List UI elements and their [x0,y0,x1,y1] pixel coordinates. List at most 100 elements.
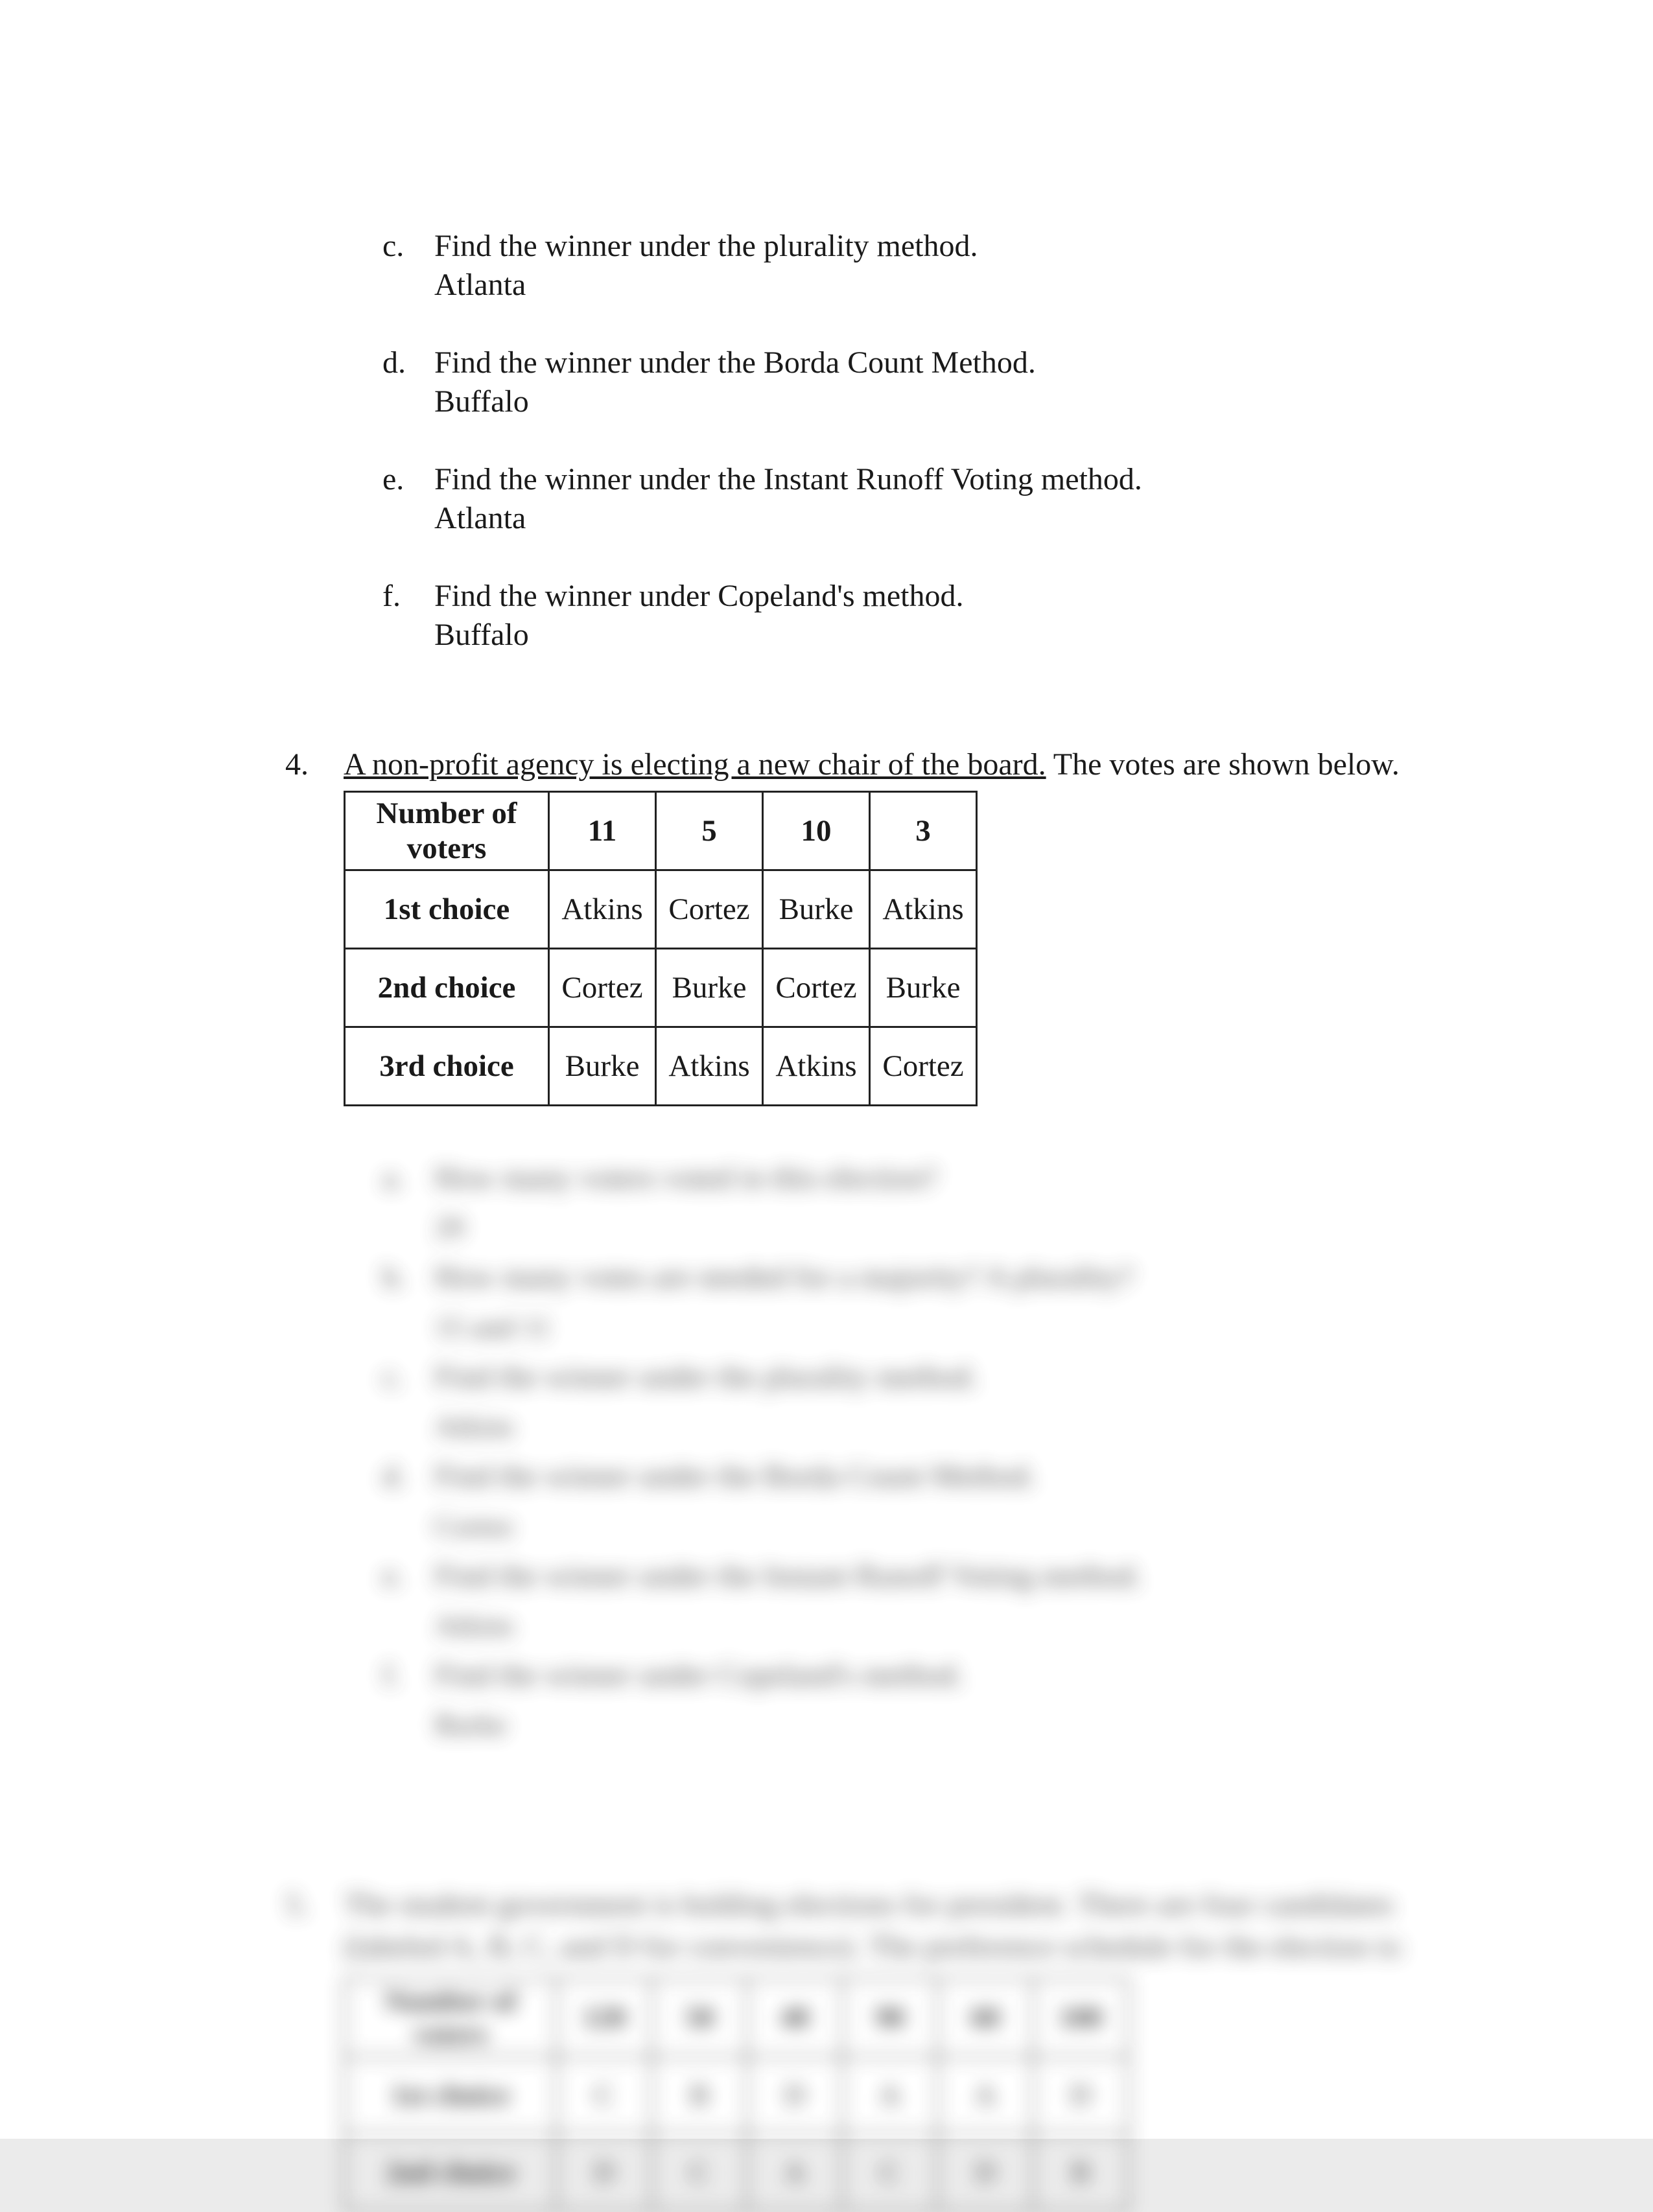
q4-a-answer: 29 [0,1210,1653,1244]
table-cell: D [938,2134,1033,2211]
table-row: 2nd choice D C A C D B [345,2134,1129,2211]
row-label-2nd: 2nd choice [345,949,549,1027]
table-cell: C [652,2134,747,2211]
q4-c-prompt: Find the winner under the plurality meth… [434,1360,978,1394]
q4-prompt-underlined: A non-profit agency is electing a new ch… [344,747,1046,782]
table-cell: Cortez [656,870,763,949]
q3-item-f: f. Find the winner under Copeland's meth… [0,577,1653,655]
table-cell: D [747,2056,843,2134]
q3-f-prompt: Find the winner under Copeland's method. [434,579,964,613]
q5-row2-label: 2nd choice [345,2134,557,2211]
q4-f-answer: Burke [0,1707,1653,1741]
q5-line2: (labeled A, B, C, and D for convenience)… [0,1926,1653,1968]
list-marker: f. [382,1655,401,1695]
q5-header-label: Number of voters [345,1978,557,2056]
q4-blurred-subquestions: a. How many voters voted in this electio… [0,1158,1653,2212]
q5-h3: 40 [747,1978,843,2056]
q3-item-d: d. Find the winner under the Borda Count… [0,343,1653,421]
table-row: Number of voters 120 50 40 90 60 100 [345,1978,1129,2056]
q5-line1: 5. The student government is holding ele… [0,1884,1653,1926]
list-marker: a. [382,1158,404,1198]
table-cell: Burke [656,949,763,1027]
q4-item-e: e. Find the winner under the Instant Run… [0,1556,1653,1596]
q5-number: 5. [285,1884,309,1926]
q4-e-prompt: Find the winner under the Instant Runoff… [434,1559,1142,1593]
table-cell: C [843,2134,938,2211]
q4-sublist: a. How many voters voted in this electio… [0,1158,1653,1741]
table-cell: Atkins [870,870,977,949]
table-cell: Cortez [549,949,656,1027]
table-cell: C [557,2056,652,2134]
table-header-col1: 11 [549,792,656,870]
list-marker: c. [382,1357,404,1397]
table-cell: D [1033,2056,1129,2134]
table-cell: A [843,2056,938,2134]
q3-sublist: c. Find the winner under the plurality m… [0,227,1653,655]
q4-b-answer: 15 and 11 [0,1310,1653,1344]
table-header-col2: 5 [656,792,763,870]
list-marker: b. [382,1257,406,1298]
table-cell: Burke [870,949,977,1027]
q3-item-e: e. Find the winner under the Instant Run… [0,460,1653,538]
list-marker: f. [382,577,421,616]
table-cell: B [1033,2134,1129,2211]
q4-item-f: f. Find the winner under Copeland's meth… [0,1655,1653,1695]
q4-c-answer: Atkins [0,1409,1653,1443]
list-marker: d. [382,343,421,382]
row-label-1st: 1st choice [345,870,549,949]
q5-preference-table: Number of voters 120 50 40 90 60 100 1st… [344,1977,1129,2212]
list-marker: d. [382,1456,406,1496]
q3-d-answer: Buffalo [434,384,529,419]
q4-b-prompt: How many votes are needed for a majority… [434,1260,1133,1294]
table-cell: Burke [549,1027,656,1106]
question-4: 4. A non-profit agency is electing a new… [0,745,1653,2212]
list-marker: e. [382,1556,404,1596]
q5-h6: 100 [1033,1978,1129,2056]
q4-e-answer: Atkins [0,1608,1653,1642]
q3-c-answer: Atlanta [434,268,526,302]
q5-h4: 90 [843,1978,938,2056]
q4-item-d: d. Find the winner under the Borda Count… [0,1456,1653,1496]
table-cell: Atkins [763,1027,870,1106]
table-row: Number of voters 11 5 10 3 [345,792,977,870]
q5-text1: The student government is holding electi… [344,1887,1394,1922]
q5-row1-label: 1st choice [345,2056,557,2134]
table-row: 3rd choice Burke Atkins Atkins Cortez [345,1027,977,1106]
table-cell: A [938,2056,1033,2134]
q4-d-answer: Cortez [0,1509,1653,1543]
q3-c-prompt: Find the winner under the plurality meth… [434,229,978,263]
table-row: 2nd choice Cortez Burke Cortez Burke [345,949,977,1027]
q4-number: 4. [285,745,309,784]
table-header-label: Number of voters [345,792,549,870]
question-5-blurred: 5. The student government is holding ele… [0,1884,1653,2212]
q4-item-a: a. How many voters voted in this electio… [0,1158,1653,1198]
table-row: 1st choice C B D A A D [345,2056,1129,2134]
q3-item-c: c. Find the winner under the plurality m… [0,227,1653,305]
table-row: 1st choice Atkins Cortez Burke Atkins [345,870,977,949]
row-label-3rd: 3rd choice [345,1027,549,1106]
q3-e-prompt: Find the winner under the Instant Runoff… [434,462,1142,496]
table-cell: Atkins [549,870,656,949]
table-cell: D [557,2134,652,2211]
table-header-col4: 3 [870,792,977,870]
table-cell: Burke [763,870,870,949]
table-cell: Cortez [870,1027,977,1106]
q4-item-c: c. Find the winner under the plurality m… [0,1357,1653,1397]
page-content: c. Find the winner under the plurality m… [0,0,1653,2212]
q5-h2: 50 [652,1978,747,2056]
table-cell: Atkins [656,1027,763,1106]
q5-h5: 60 [938,1978,1033,2056]
table-header-col3: 10 [763,792,870,870]
q5-h1: 120 [557,1978,652,2056]
q5-text2: (labeled A, B, C, and D for convenience)… [344,1929,1405,1964]
q4-a-prompt: How many voters voted in this election? [434,1161,937,1195]
q4-d-prompt: Find the winner under the Borda Count Me… [434,1459,1036,1493]
table-cell: B [652,2056,747,2134]
q3-f-answer: Buffalo [434,618,529,652]
table-cell: Cortez [763,949,870,1027]
q4-item-b: b. How many votes are needed for a major… [0,1257,1653,1298]
list-marker: e. [382,460,421,499]
q4-prompt-line: 4. A non-profit agency is electing a new… [0,745,1653,784]
list-marker: c. [382,227,421,266]
q4-f-prompt: Find the winner under Copeland's method. [434,1658,964,1692]
